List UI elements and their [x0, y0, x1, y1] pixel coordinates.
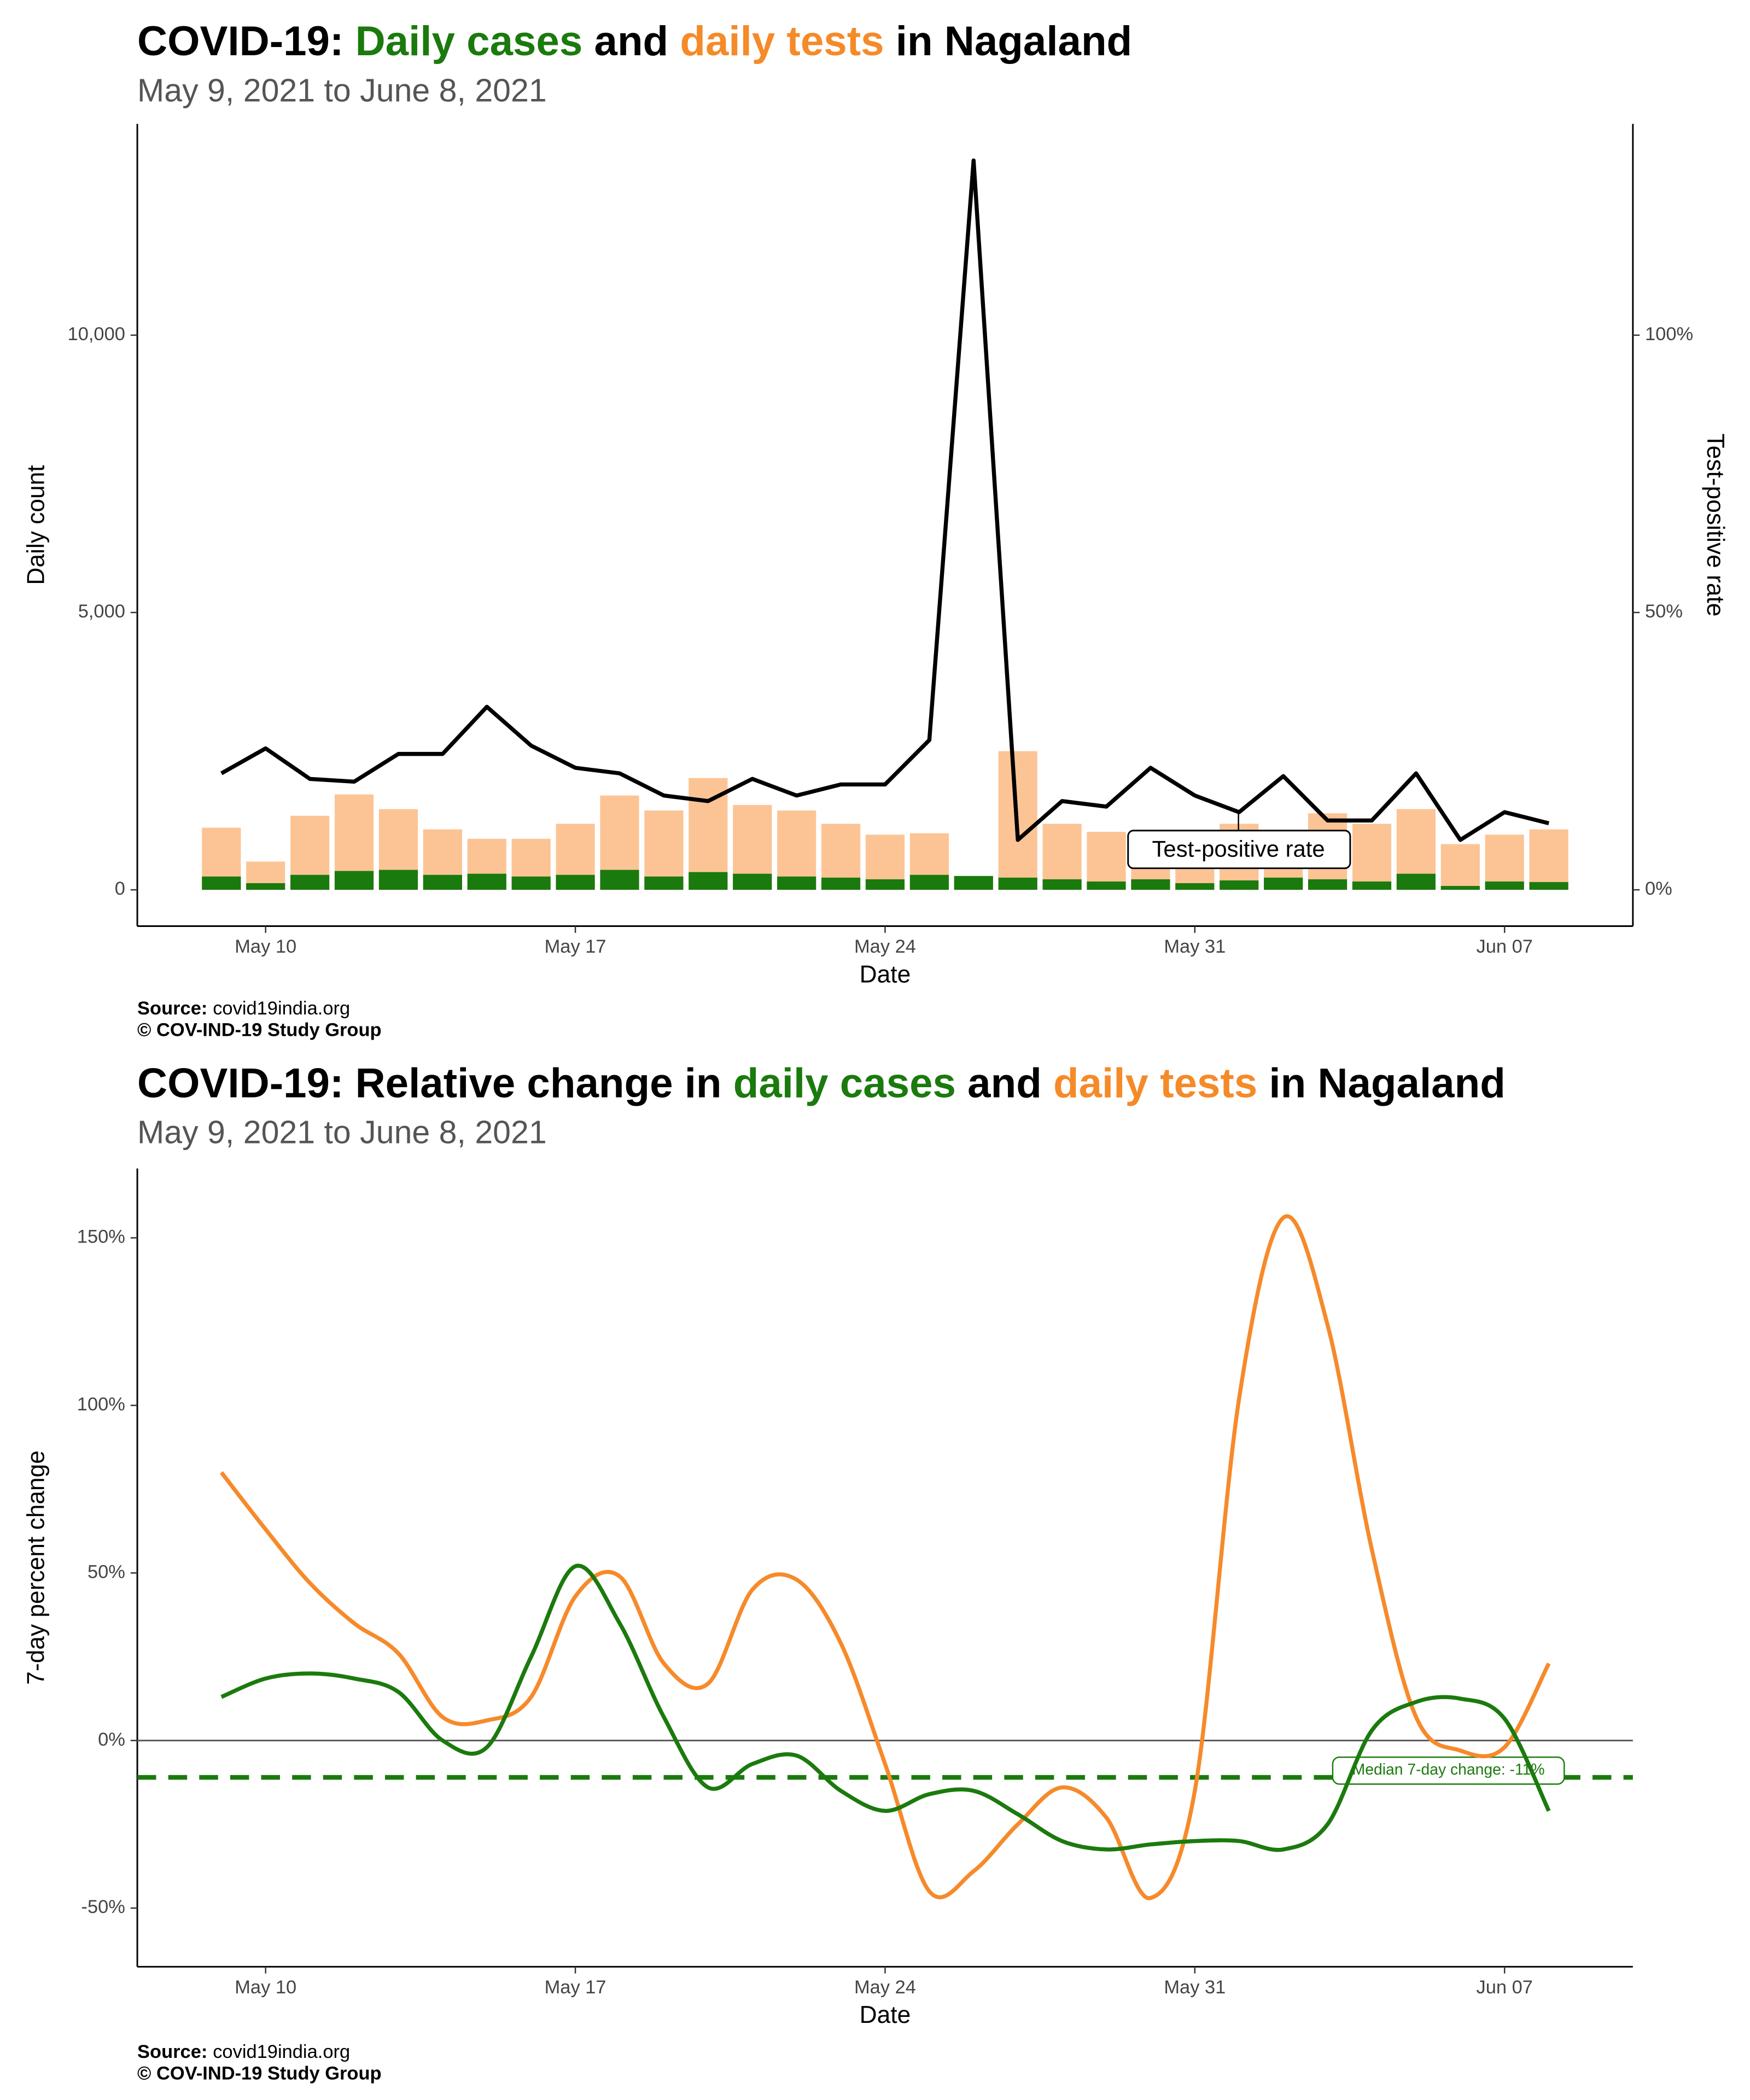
- bar: [689, 872, 728, 890]
- bar: [1308, 879, 1348, 890]
- bar: [556, 874, 595, 890]
- title-part: daily tests: [680, 18, 884, 65]
- y-tick-label: 5,000: [78, 601, 125, 622]
- bar: [1087, 832, 1126, 890]
- y2-tick-label: 0%: [1645, 878, 1672, 899]
- bar: [1175, 883, 1215, 890]
- source: Source: covid19india.org: [137, 2041, 350, 2062]
- y-tick-label: 0%: [98, 1729, 125, 1750]
- annotation: Test-positive rate: [1152, 836, 1325, 862]
- credit: © COV-IND-19 Study Group: [137, 1020, 382, 1041]
- bar: [1352, 824, 1392, 890]
- bar: [1485, 881, 1524, 890]
- x-tick-label: May 31: [1164, 1977, 1226, 1998]
- chart-subtitle: May 9, 2021 to June 8, 2021: [137, 72, 547, 108]
- y-tick-label: 50%: [88, 1561, 125, 1582]
- bar: [511, 876, 551, 890]
- y-tick-label: -50%: [81, 1897, 125, 1917]
- bar: [600, 870, 639, 890]
- bar: [777, 876, 816, 890]
- y2-tick-label: 50%: [1645, 601, 1683, 622]
- x-tick-label: May 17: [545, 936, 606, 957]
- bar: [998, 877, 1037, 890]
- title-part: in Nagaland: [1257, 1060, 1506, 1107]
- y-tick-label: 0: [115, 878, 125, 899]
- bar: [378, 870, 418, 890]
- x-tick-label: May 17: [545, 1977, 606, 1998]
- bar: [1440, 844, 1480, 890]
- bar: [1264, 877, 1303, 890]
- source-label: Source:: [137, 998, 207, 1019]
- bar: [1352, 881, 1392, 890]
- source: Source: covid19india.org: [137, 998, 350, 1019]
- title-part: COVID-19: Relative change in: [137, 1060, 733, 1107]
- x-tick-label: May 10: [235, 1977, 296, 1998]
- bar: [644, 876, 684, 890]
- bar: [290, 874, 330, 890]
- title-part: COVID-19:: [137, 18, 355, 65]
- chart-title: COVID-19: Daily cases and daily tests in…: [137, 18, 1132, 65]
- bar: [423, 874, 462, 890]
- line: [220, 1564, 1551, 1852]
- bar: [1042, 824, 1082, 890]
- x-tick-label: May 10: [235, 936, 296, 957]
- title-part: and: [582, 18, 680, 65]
- title-part: in Nagaland: [884, 18, 1133, 65]
- title-part: Daily cases: [355, 18, 583, 65]
- bar: [467, 873, 506, 890]
- bar: [1220, 880, 1259, 890]
- y2-tick-label: 100%: [1645, 324, 1693, 345]
- title-part: daily tests: [1053, 1060, 1257, 1107]
- y2-axis-label: Test-positive rate: [1702, 434, 1729, 617]
- bar: [1529, 829, 1568, 890]
- x-axis-label: Date: [860, 961, 911, 988]
- source-text: covid19india.org: [213, 2041, 350, 2062]
- bar: [1087, 881, 1126, 890]
- source-label: Source:: [137, 2041, 207, 2062]
- bar: [1440, 886, 1480, 890]
- title-part: daily cases: [733, 1060, 956, 1107]
- line: [220, 158, 1550, 842]
- x-axis-label: Date: [860, 2002, 911, 2028]
- bar: [865, 879, 905, 890]
- reference-label: Median 7-day change: -11%: [1352, 1760, 1545, 1778]
- bar: [733, 873, 772, 890]
- title-part: and: [956, 1060, 1053, 1107]
- bar: [1529, 882, 1568, 890]
- bar: [202, 876, 241, 890]
- chart-title: COVID-19: Relative change in daily cases…: [137, 1060, 1506, 1107]
- x-tick-label: May 24: [854, 936, 916, 957]
- bar: [909, 874, 949, 890]
- credit: © COV-IND-19 Study Group: [137, 2063, 382, 2084]
- bar: [821, 877, 861, 890]
- x-tick-label: Jun 07: [1476, 936, 1532, 957]
- bar: [1131, 879, 1170, 890]
- y-tick-label: 100%: [77, 1394, 125, 1415]
- chart-subtitle: May 9, 2021 to June 8, 2021: [137, 1115, 547, 1151]
- bar: [246, 883, 285, 890]
- y-axis-label: 7-day percent change: [23, 1450, 50, 1685]
- annotation-box: [1127, 830, 1351, 870]
- bar: [1396, 873, 1436, 890]
- bar: [334, 871, 374, 890]
- bar: [1485, 835, 1524, 890]
- source-text: covid19india.org: [213, 998, 350, 1019]
- reference-label-box: [1332, 1756, 1565, 1785]
- bar: [1042, 879, 1082, 890]
- bar: [954, 876, 993, 890]
- line: [219, 1214, 1551, 1900]
- y-tick-label: 150%: [77, 1227, 125, 1247]
- x-tick-label: Jun 07: [1476, 1977, 1532, 1998]
- x-tick-label: May 24: [854, 1977, 916, 1998]
- x-tick-label: May 31: [1164, 936, 1226, 957]
- y-tick-label: 10,000: [68, 324, 125, 345]
- y-axis-label: Daily count: [23, 465, 50, 585]
